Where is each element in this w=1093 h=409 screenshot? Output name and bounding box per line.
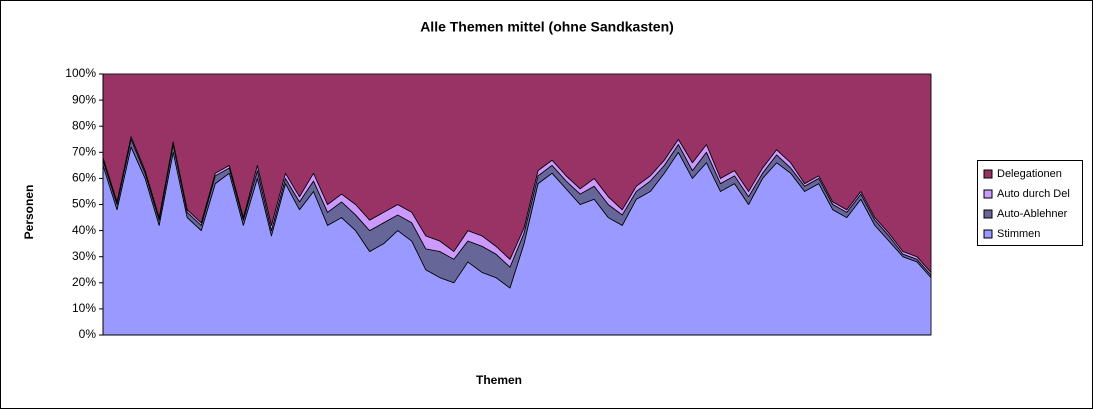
legend-swatch [983,169,993,179]
y-tick-label: 10% [72,301,96,315]
y-tick-label: 70% [72,144,96,158]
legend [977,160,1083,246]
y-tick-label: 40% [72,223,96,237]
y-tick-label: 50% [72,197,96,211]
legend-swatch [983,189,993,199]
y-tick-label: 90% [72,92,96,106]
y-tick-label: 30% [72,249,96,263]
legend-swatch [983,209,993,219]
y-tick-label: 80% [72,118,96,132]
y-tick-label: 0% [79,327,97,341]
y-tick-label: 100% [65,66,96,80]
legend-label: Auto-Ablehner [997,208,1068,220]
legend-label: Stimmen [997,228,1040,240]
y-tick-label: 60% [72,171,96,185]
chart-title: Alle Themen mittel (ohne Sandkasten) [420,19,674,35]
y-axis-label: Personen [22,185,36,240]
area [102,73,932,273]
x-axis-label: Themen [476,373,522,387]
y-tick-label: 20% [72,275,96,289]
legend-label: Delegationen [997,168,1062,180]
legend-swatch [983,229,993,239]
legend-label: Auto durch Del [997,188,1070,200]
